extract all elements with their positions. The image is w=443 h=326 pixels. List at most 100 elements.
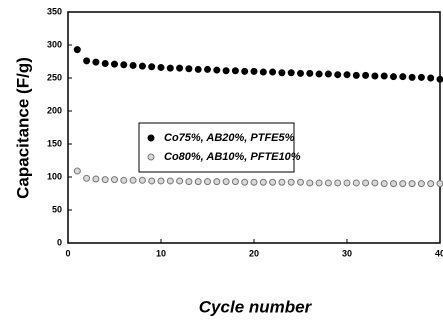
data-point: [213, 66, 221, 74]
data-point: [315, 70, 323, 78]
x-tick-label: 20: [249, 248, 259, 258]
x-tick-label: 10: [156, 248, 166, 258]
data-point: [417, 180, 425, 188]
y-tick-label: 150: [47, 138, 62, 148]
y-tick-label: 250: [47, 72, 62, 82]
data-point: [399, 73, 407, 81]
data-point: [250, 178, 258, 186]
data-point: [408, 180, 416, 188]
data-point: [176, 64, 184, 72]
data-point: [380, 72, 388, 80]
data-point: [269, 178, 277, 186]
data-point: [352, 71, 360, 79]
data-point: [148, 63, 156, 71]
data-point: [371, 179, 379, 187]
legend-marker: [147, 134, 155, 142]
data-point: [111, 176, 118, 184]
data-point: [241, 67, 249, 75]
data-point: [362, 179, 370, 187]
data-point: [157, 63, 165, 71]
data-point: [120, 61, 128, 69]
data-point: [306, 179, 314, 187]
data-point: [408, 73, 416, 81]
data-point: [343, 71, 351, 79]
legend-marker: [147, 153, 155, 161]
x-tick-label: 30: [342, 248, 352, 258]
data-point: [92, 175, 100, 183]
legend-box: [138, 122, 295, 173]
data-point: [306, 69, 314, 77]
data-point: [352, 179, 360, 187]
data-point: [204, 178, 211, 186]
data-point: [427, 180, 435, 188]
data-point: [362, 71, 370, 79]
data-point: [92, 58, 100, 66]
data-point: [269, 68, 277, 76]
y-tick-label: 0: [57, 237, 62, 247]
data-point: [213, 178, 221, 186]
data-point: [371, 72, 379, 80]
data-point: [334, 71, 342, 79]
data-point: [278, 178, 286, 186]
y-tick-label: 200: [47, 105, 62, 115]
data-point: [222, 178, 230, 186]
data-point: [259, 178, 267, 186]
data-point: [185, 178, 193, 186]
data-point: [204, 65, 211, 73]
legend-label: Co80%, AB10%, PFTE10%: [164, 151, 301, 163]
data-point: [334, 179, 342, 187]
y-tick-label: 300: [47, 39, 62, 49]
data-point: [231, 178, 239, 186]
data-point: [343, 179, 351, 187]
data-point: [166, 177, 174, 185]
y-tick-label: 50: [52, 204, 62, 214]
data-point: [73, 46, 81, 54]
data-point: [390, 180, 397, 188]
data-point: [380, 180, 388, 188]
data-point: [222, 67, 230, 75]
data-point: [138, 176, 146, 184]
data-point: [324, 70, 332, 78]
data-point: [436, 75, 443, 83]
data-point: [148, 177, 156, 185]
data-point: [315, 179, 323, 187]
data-point: [278, 69, 286, 77]
data-point: [194, 178, 202, 186]
x-axis-title: Cycle number: [199, 297, 313, 316]
data-point: [120, 176, 128, 184]
data-point: [83, 57, 91, 65]
data-point: [111, 60, 118, 68]
data-point: [250, 67, 258, 75]
x-tick-label: 0: [65, 248, 70, 258]
data-point: [101, 59, 109, 67]
data-point: [83, 174, 91, 182]
data-point: [297, 178, 304, 186]
data-point: [101, 176, 109, 184]
data-point: [241, 178, 249, 186]
data-point: [157, 177, 165, 185]
data-point: [176, 177, 184, 185]
data-point: [259, 68, 267, 76]
data-point: [231, 67, 239, 75]
y-axis-title: Capacitance (F/g): [13, 57, 32, 199]
x-tick-label: 40: [435, 248, 443, 258]
data-point: [166, 64, 174, 72]
data-point: [287, 69, 295, 77]
data-point: [390, 73, 397, 81]
data-point: [297, 69, 304, 77]
data-point: [287, 178, 295, 186]
data-point: [436, 180, 443, 188]
data-point: [185, 65, 193, 73]
y-tick-label: 350: [47, 6, 62, 16]
data-point: [417, 73, 425, 81]
y-tick-label: 100: [47, 171, 62, 181]
data-point: [129, 176, 137, 184]
data-point: [138, 62, 146, 70]
legend-label: Co75%, AB20%, PTFE5%: [164, 132, 295, 144]
data-point: [194, 65, 202, 73]
data-point: [427, 74, 435, 82]
data-point: [73, 167, 81, 175]
data-point: [399, 180, 407, 188]
data-point: [324, 179, 332, 187]
